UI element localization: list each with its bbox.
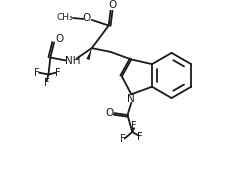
Text: F: F — [131, 121, 137, 131]
Polygon shape — [86, 48, 92, 60]
Text: O: O — [106, 108, 114, 118]
Text: O: O — [108, 0, 116, 10]
Text: F: F — [137, 132, 143, 142]
Text: CH₃: CH₃ — [56, 13, 73, 22]
Text: F: F — [34, 68, 40, 78]
Text: F: F — [44, 78, 49, 88]
Text: F: F — [120, 134, 126, 145]
Text: O: O — [82, 13, 90, 23]
Text: N: N — [127, 94, 135, 104]
Text: NH: NH — [65, 56, 81, 66]
Text: O: O — [56, 34, 64, 44]
Text: F: F — [55, 68, 61, 78]
